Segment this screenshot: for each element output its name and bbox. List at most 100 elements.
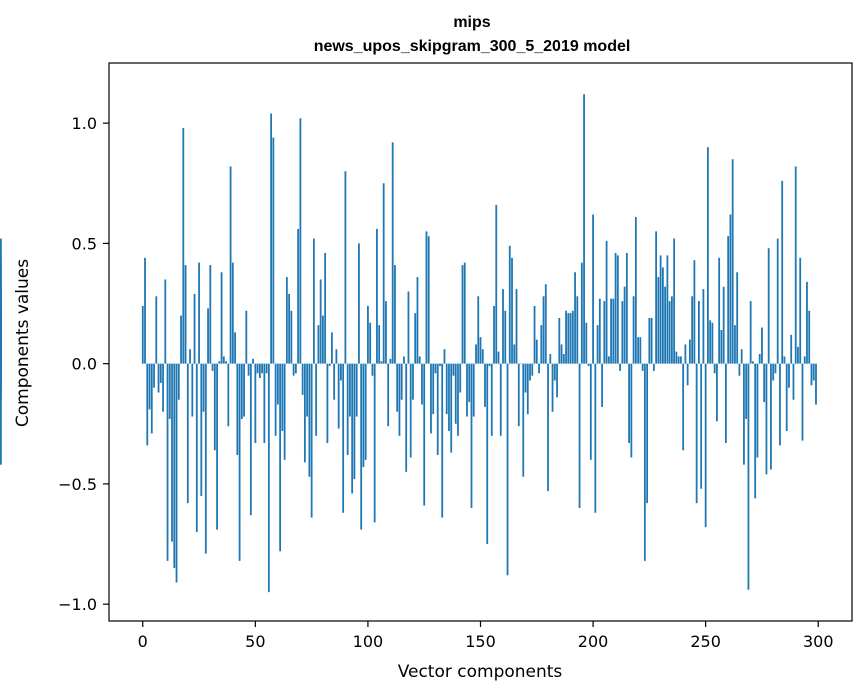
bar-119 bbox=[409, 363, 412, 458]
bar-52 bbox=[258, 363, 261, 379]
bar-4 bbox=[150, 363, 153, 434]
bar-189 bbox=[567, 313, 570, 364]
bar-81 bbox=[324, 253, 327, 364]
x-axis-label: Vector components bbox=[398, 662, 563, 682]
bar-13 bbox=[171, 363, 173, 542]
bar-127 bbox=[427, 236, 430, 364]
bar-164 bbox=[511, 257, 513, 364]
bar-112 bbox=[394, 265, 396, 364]
bar-117 bbox=[405, 363, 408, 472]
bar-172 bbox=[529, 363, 531, 381]
bar-234 bbox=[668, 301, 671, 364]
bar-41 bbox=[234, 332, 236, 364]
bar-6 bbox=[155, 296, 158, 364]
bar-208 bbox=[610, 298, 612, 364]
y-tick-label-1: −0.5 bbox=[58, 475, 97, 494]
bar-299 bbox=[815, 363, 817, 405]
bar-22 bbox=[191, 363, 194, 417]
bar-155 bbox=[490, 363, 493, 436]
y-tick-label-2: 0.0 bbox=[72, 355, 97, 374]
bar-203 bbox=[598, 298, 601, 364]
bar-88 bbox=[340, 363, 342, 381]
bar-2 bbox=[146, 363, 149, 446]
x-axis: 0 50 100 150 200 250 300 bbox=[138, 621, 834, 651]
bar-85 bbox=[333, 363, 336, 400]
bar-159 bbox=[499, 363, 502, 436]
bar-218 bbox=[632, 296, 635, 364]
bar-21 bbox=[189, 349, 191, 364]
bar-11 bbox=[166, 363, 169, 561]
bar-183 bbox=[553, 363, 556, 381]
bar-36 bbox=[222, 356, 225, 364]
bar-292 bbox=[799, 257, 802, 364]
bar-248 bbox=[700, 363, 703, 489]
x-tick-label-300: 300 bbox=[803, 632, 834, 651]
bar-171 bbox=[526, 363, 529, 415]
bar-79 bbox=[319, 279, 322, 364]
bar-47 bbox=[247, 363, 250, 376]
bar-116 bbox=[403, 356, 405, 364]
bar-49 bbox=[252, 358, 254, 364]
bar-54 bbox=[263, 363, 266, 444]
bar-48 bbox=[249, 363, 252, 516]
bar-77 bbox=[315, 363, 318, 436]
bar-147 bbox=[472, 363, 475, 417]
bar-104 bbox=[376, 228, 378, 364]
bar-44 bbox=[240, 363, 243, 419]
bar-29 bbox=[207, 308, 209, 364]
bar-98 bbox=[362, 363, 365, 468]
bar-211 bbox=[616, 255, 619, 364]
bar-15 bbox=[175, 363, 178, 583]
bar-170 bbox=[524, 363, 527, 393]
bar-291 bbox=[797, 346, 799, 364]
bar-62 bbox=[281, 363, 284, 431]
bar-5 bbox=[153, 363, 155, 388]
bar-56 bbox=[267, 363, 270, 593]
bar-141 bbox=[459, 363, 462, 393]
bar-288 bbox=[790, 334, 793, 364]
bar-177 bbox=[540, 325, 543, 364]
bar-97 bbox=[360, 363, 363, 530]
bar-298 bbox=[812, 363, 815, 381]
bar-110 bbox=[389, 358, 392, 364]
bar-227 bbox=[652, 363, 655, 371]
bar-290 bbox=[794, 166, 797, 364]
bar-249 bbox=[702, 289, 705, 364]
bar-45 bbox=[243, 363, 245, 417]
bar-113 bbox=[396, 363, 399, 412]
bar-209 bbox=[612, 298, 615, 364]
bar-26 bbox=[200, 363, 203, 496]
bar-221 bbox=[639, 337, 642, 364]
bar-3 bbox=[148, 363, 151, 410]
x-tick-label-100: 100 bbox=[353, 632, 384, 651]
bar-103 bbox=[373, 363, 376, 523]
bar-122 bbox=[416, 277, 419, 364]
bar-101 bbox=[369, 322, 372, 364]
bar-224 bbox=[646, 363, 649, 504]
bar-12 bbox=[168, 363, 171, 419]
bar-207 bbox=[607, 356, 610, 364]
bar-241 bbox=[684, 344, 687, 364]
bar-265 bbox=[738, 363, 741, 376]
bar-24 bbox=[195, 363, 198, 533]
bar-108 bbox=[385, 301, 387, 364]
bar-86 bbox=[335, 349, 338, 364]
bar-89 bbox=[342, 363, 345, 513]
bar-55 bbox=[265, 363, 268, 374]
bar-150 bbox=[479, 337, 482, 364]
bar-154 bbox=[488, 363, 491, 367]
bar-105 bbox=[378, 325, 381, 364]
bar-undefined bbox=[0, 358, 2, 364]
bar-23 bbox=[193, 293, 196, 364]
bar-286 bbox=[785, 363, 788, 431]
bar-43 bbox=[238, 363, 241, 561]
bar-296 bbox=[808, 310, 811, 364]
bar-38 bbox=[227, 363, 230, 427]
bar-237 bbox=[675, 351, 678, 364]
bar-165 bbox=[513, 344, 516, 364]
bar-undefined bbox=[0, 238, 2, 364]
bar-99 bbox=[364, 363, 367, 460]
bar-215 bbox=[625, 253, 628, 364]
bar-193 bbox=[576, 296, 579, 364]
bar-72 bbox=[303, 363, 306, 463]
